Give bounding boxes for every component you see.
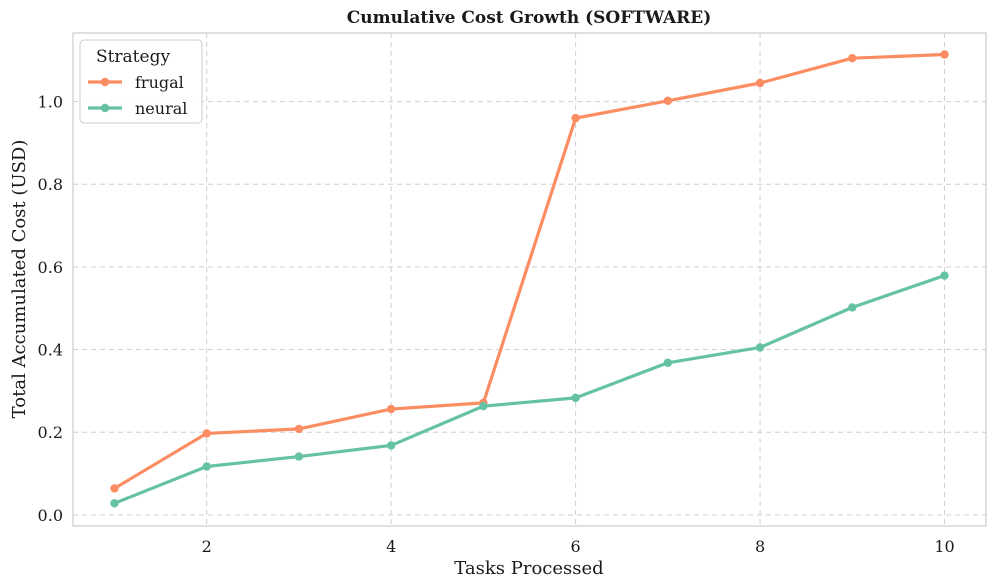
y-axis-label: Total Accumulated Cost (USD) — [9, 140, 30, 419]
data-point-frugal — [386, 404, 396, 414]
grid — [73, 33, 986, 526]
legend-title: Strategy — [96, 47, 171, 67]
data-point-neural — [479, 401, 488, 411]
data-point-frugal — [110, 484, 119, 493]
series-neural — [110, 271, 949, 508]
x-axis-label: Tasks Processed — [454, 558, 603, 579]
data-point-frugal — [571, 113, 580, 123]
legend-label-neural: neural — [135, 99, 187, 118]
legend-label-frugal: frugal — [135, 73, 184, 92]
axis-ticks: 2 4 6 8 10 0.0 0.2 0.4 0.6 0.8 1.0 — [38, 93, 955, 556]
data-point-neural — [110, 499, 119, 508]
data-point-neural — [755, 343, 765, 352]
data-point-neural — [202, 462, 211, 471]
y-tick-label: 0.2 — [38, 423, 63, 442]
data-point-neural — [663, 358, 673, 367]
y-tick-label: 0.8 — [38, 175, 63, 194]
series-frugal — [110, 50, 949, 493]
data-point-frugal — [202, 429, 211, 438]
series — [110, 50, 949, 508]
series-line-frugal — [112, 52, 947, 490]
x-tick-label: 10 — [934, 537, 954, 556]
series-line-neural — [112, 273, 947, 505]
data-point-frugal — [294, 424, 304, 434]
x-tick-label: 2 — [202, 537, 212, 556]
data-point-neural — [940, 271, 949, 280]
data-point-frugal — [663, 96, 673, 105]
data-point-frugal — [848, 54, 857, 63]
legend-marker-frugal — [100, 77, 110, 87]
y-tick-label: 1.0 — [38, 93, 63, 112]
x-tick-label: 8 — [755, 537, 765, 556]
chart-title: Cumulative Cost Growth (SOFTWARE) — [347, 8, 712, 28]
data-point-neural — [848, 303, 857, 312]
data-point-neural — [386, 441, 396, 450]
x-tick-label: 4 — [386, 537, 396, 556]
y-tick-label: 0.6 — [38, 258, 63, 277]
data-point-frugal — [940, 50, 949, 59]
y-tick-label: 0.4 — [38, 341, 63, 360]
data-point-neural — [571, 393, 580, 403]
legend-box — [79, 39, 203, 124]
x-tick-label: 6 — [571, 537, 581, 556]
y-tick-label: 0.0 — [38, 506, 63, 525]
data-point-neural — [294, 452, 304, 461]
legend: Strategy frugal neural — [79, 39, 203, 124]
legend-marker-neural — [100, 103, 110, 113]
plot-frame — [72, 32, 987, 527]
data-point-frugal — [755, 78, 765, 88]
